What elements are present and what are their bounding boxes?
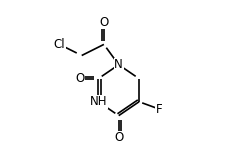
Text: NH: NH [89, 95, 107, 108]
Text: F: F [155, 103, 162, 116]
Text: Cl: Cl [53, 38, 65, 51]
Text: O: O [99, 16, 108, 29]
Text: N: N [114, 58, 123, 71]
Text: O: O [114, 131, 123, 144]
Text: O: O [75, 72, 84, 85]
